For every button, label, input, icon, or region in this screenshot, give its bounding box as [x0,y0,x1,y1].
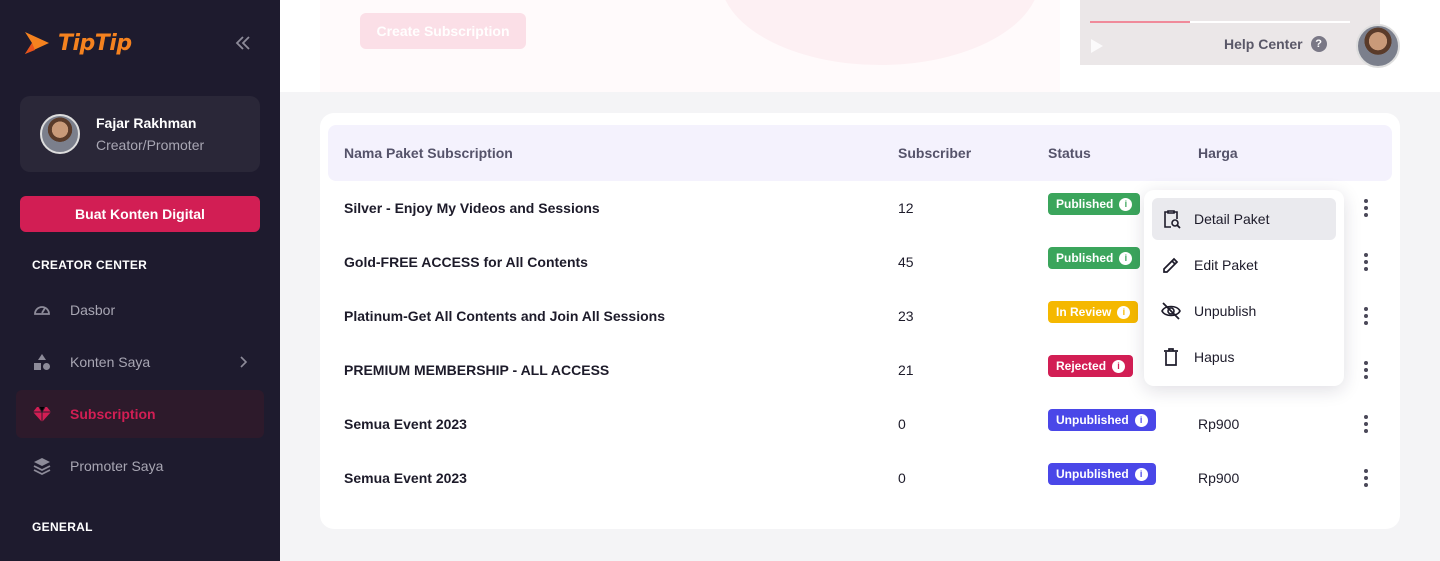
package-name: Gold-FREE ACCESS for All Contents [344,254,588,270]
info-icon: i [1112,359,1126,373]
menu-item-label: Hapus [1194,349,1235,365]
top-header: Create Subscription Help Center ? [280,0,1440,92]
subscriber-count: 23 [898,308,914,324]
info-icon: i [1119,251,1133,265]
sidebar-item-label: Promoter Saya [70,458,164,474]
eye-off-icon [1161,302,1181,320]
help-center-label: Help Center [1224,36,1303,52]
sidebar: TipTip Fajar Rakhman Creator/Promoter Bu… [0,0,280,561]
video-progress-bar[interactable] [1090,21,1350,23]
sidebar-item-promoter-saya[interactable]: Promoter Saya [16,442,264,490]
package-name: Semua Event 2023 [344,416,467,432]
info-icon: i [1134,413,1148,427]
subscriber-count: 0 [898,416,906,432]
sidebar-item-subscription[interactable]: Subscription [16,390,264,438]
chevron-right-icon [240,356,248,368]
column-header-status: Status [1048,145,1091,161]
sidebar-item-label: Subscription [70,406,156,422]
table-row[interactable]: PREMIUM MEMBERSHIP - ALL ACCESS 21 Rejec… [320,343,1400,397]
table-row[interactable]: Semua Event 2023 0 Unpublished i Rp900 [320,451,1400,505]
layers-icon [33,458,51,476]
subscriber-count: 21 [898,362,914,378]
status-badge[interactable]: Unpublished i [1048,409,1156,431]
column-header-price: Harga [1198,145,1238,161]
create-subscription-button[interactable]: Create Subscription [360,13,526,49]
price: Rp900 [1198,416,1240,432]
trash-icon [1164,348,1178,366]
status-label: Published [1056,197,1114,211]
sidebar-item-dasbor[interactable]: Dasbor [16,286,264,334]
help-center-link[interactable]: Help Center ? [1224,36,1327,52]
shapes-icon [34,354,50,370]
package-name: Semua Event 2023 [344,470,467,486]
collapse-sidebar-button[interactable] [232,32,254,54]
dashboard-icon [34,306,50,315]
double-chevron-left-icon [235,36,250,50]
row-actions-menu-button[interactable] [1356,303,1376,329]
info-icon: i [1134,467,1148,481]
menu-item-edit-paket[interactable]: Edit Paket [1152,244,1336,286]
video-thumbnail[interactable] [1080,0,1380,65]
profile-card[interactable]: Fajar Rakhman Creator/Promoter [20,96,260,172]
package-name: PREMIUM MEMBERSHIP - ALL ACCESS [344,362,610,378]
info-icon: i [1117,305,1131,319]
row-actions-menu-button[interactable] [1356,411,1376,437]
package-name: Silver - Enjoy My Videos and Sessions [344,200,600,216]
menu-item-label: Detail Paket [1194,211,1270,227]
create-digital-content-button[interactable]: Buat Konten Digital [20,196,260,232]
section-creator-center: CREATOR CENTER [32,258,148,272]
brand-name: TipTip [58,30,132,56]
status-badge[interactable]: Unpublished i [1048,463,1156,485]
status-label: Unpublished [1056,413,1129,427]
subscriber-count: 12 [898,200,914,216]
table-header: Nama Paket Subscription Subscriber Statu… [328,125,1392,181]
column-header-subscriber: Subscriber [898,145,972,161]
price: Rp900 [1198,470,1240,486]
status-badge[interactable]: Rejected i [1048,355,1134,377]
package-name: Platinum-Get All Contents and Join All S… [344,308,666,324]
sidebar-item-konten-saya[interactable]: Konten Saya [16,338,264,386]
menu-item-detail-paket[interactable]: Detail Paket [1152,198,1336,240]
status-label: Published [1056,251,1114,265]
hero-illustration [720,0,1040,65]
brand-logo[interactable]: TipTip [22,28,132,58]
question-icon: ? [1310,36,1327,52]
sidebar-item-label: Konten Saya [70,354,151,370]
table-row[interactable]: Semua Event 2023 0 Unpublished i Rp900 [320,397,1400,451]
menu-item-hapus[interactable]: Hapus [1152,336,1336,378]
subscriber-count: 0 [898,470,906,486]
sidebar-item-label: Dasbor [70,302,116,318]
status-badge[interactable]: In Review i [1048,301,1139,323]
menu-item-label: Edit Paket [1194,257,1258,273]
pencil-icon [1163,257,1179,273]
row-actions-menu-button[interactable] [1356,357,1376,383]
table-row[interactable]: Gold-FREE ACCESS for All Contents 45 Pub… [320,235,1400,289]
menu-item-unpublish[interactable]: Unpublish [1152,290,1336,332]
column-header-name: Nama Paket Subscription [344,145,513,161]
row-actions-menu-button[interactable] [1356,195,1376,221]
tiptip-logo-icon [25,32,49,54]
menu-item-label: Unpublish [1194,303,1257,319]
info-icon: i [1119,197,1133,211]
row-actions-dropdown: Detail Paket Edit Paket Unpublish Hapus [1144,190,1344,386]
row-actions-menu-button[interactable] [1356,249,1376,275]
play-icon [1091,39,1103,53]
status-badge[interactable]: Published i [1048,247,1141,269]
hero-banner: Create Subscription [320,0,1060,92]
table-row[interactable]: Platinum-Get All Contents and Join All S… [320,289,1400,343]
diamond-icon [33,406,51,422]
subscriber-count: 45 [898,254,914,270]
table-row[interactable]: Silver - Enjoy My Videos and Sessions 12… [320,181,1400,235]
user-avatar-button[interactable] [1356,24,1400,68]
avatar [40,114,80,154]
status-badge[interactable]: Published i [1048,193,1141,215]
status-label: Rejected [1056,359,1107,373]
status-label: Unpublished [1056,467,1129,481]
status-label: In Review [1056,305,1112,319]
row-actions-menu-button[interactable] [1356,465,1376,491]
profile-role: Creator/Promoter [96,137,205,153]
section-general: GENERAL [32,520,93,534]
profile-name: Fajar Rakhman [96,115,197,131]
clipboard-search-icon [1164,210,1181,229]
